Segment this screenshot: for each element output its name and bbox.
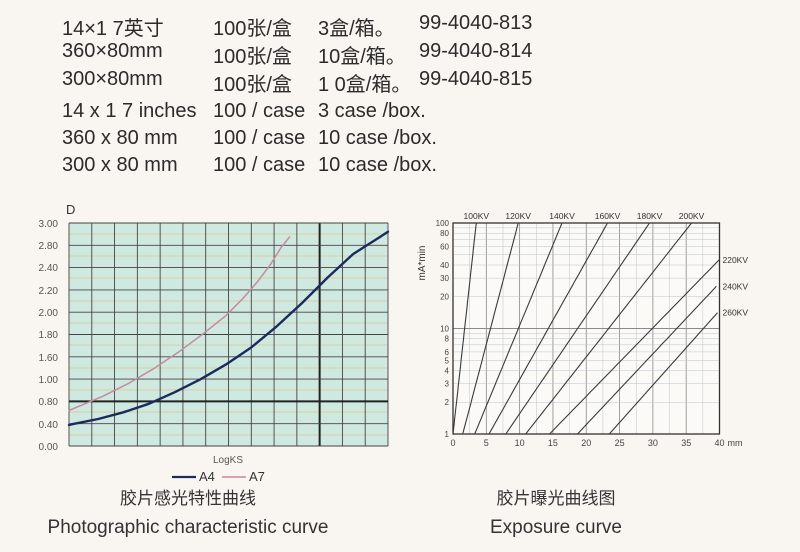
svg-text:35: 35 bbox=[681, 438, 691, 448]
svg-text:1: 1 bbox=[445, 430, 450, 439]
svg-text:100KV: 100KV bbox=[464, 211, 490, 221]
svg-text:10: 10 bbox=[515, 438, 525, 448]
svg-text:15: 15 bbox=[548, 438, 558, 448]
svg-text:180KV: 180KV bbox=[637, 211, 663, 221]
svg-text:100: 100 bbox=[436, 219, 450, 228]
svg-text:20: 20 bbox=[440, 293, 449, 302]
svg-text:240KV: 240KV bbox=[723, 281, 749, 291]
svg-text:mA*min: mA*min bbox=[417, 245, 428, 280]
svg-text:5: 5 bbox=[445, 356, 450, 365]
svg-text:20: 20 bbox=[581, 438, 591, 448]
svg-text:30: 30 bbox=[440, 274, 449, 283]
svg-text:200KV: 200KV bbox=[679, 211, 705, 221]
svg-text:25: 25 bbox=[615, 438, 625, 448]
svg-text:5: 5 bbox=[484, 438, 489, 448]
svg-text:3: 3 bbox=[445, 380, 450, 389]
svg-text:10: 10 bbox=[440, 325, 449, 334]
svg-text:0: 0 bbox=[450, 438, 455, 448]
svg-text:mm: mm bbox=[728, 438, 743, 448]
svg-text:30: 30 bbox=[648, 438, 658, 448]
svg-text:120KV: 120KV bbox=[505, 211, 531, 221]
svg-text:8: 8 bbox=[445, 335, 450, 344]
svg-text:220KV: 220KV bbox=[723, 255, 749, 265]
svg-text:40: 40 bbox=[714, 438, 724, 448]
svg-text:2: 2 bbox=[445, 398, 450, 407]
svg-text:Exposure curve: Exposure curve bbox=[490, 517, 622, 538]
svg-text:260KV: 260KV bbox=[723, 308, 749, 318]
svg-text:60: 60 bbox=[440, 242, 449, 251]
svg-text:160KV: 160KV bbox=[595, 211, 621, 221]
svg-text:80: 80 bbox=[440, 229, 449, 238]
svg-text:胶片曝光曲线图: 胶片曝光曲线图 bbox=[497, 489, 616, 508]
svg-text:40: 40 bbox=[440, 261, 449, 270]
svg-text:140KV: 140KV bbox=[549, 211, 575, 221]
svg-text:4: 4 bbox=[445, 367, 450, 376]
